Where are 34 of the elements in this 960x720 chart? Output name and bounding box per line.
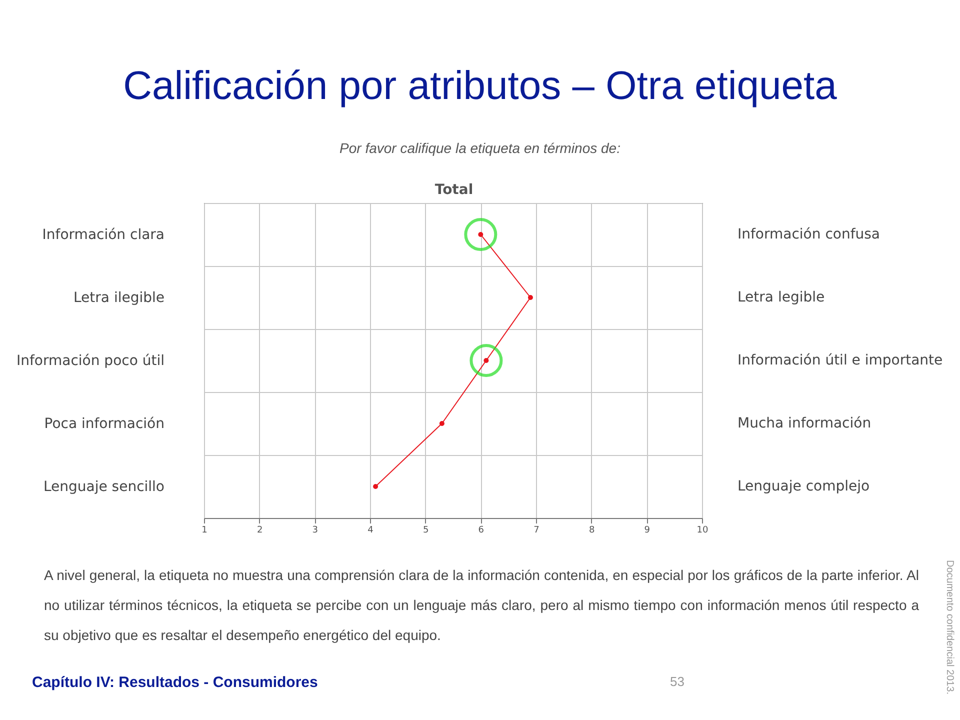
point bbox=[528, 295, 533, 300]
y2-tick-label: Información útil e importante bbox=[738, 352, 943, 368]
text: Capítulo IV: Resultados - Consumidores bbox=[32, 674, 318, 691]
x-tick-label: 4 bbox=[368, 526, 374, 536]
point bbox=[484, 358, 489, 363]
text: Documento confidencial 2013. bbox=[944, 560, 955, 695]
x-tick-label: 6 bbox=[478, 526, 484, 536]
x-tick-label: 8 bbox=[588, 526, 595, 536]
y-tick-label: Poca información bbox=[44, 416, 164, 432]
y2-tick-label: Información confusa bbox=[738, 226, 880, 242]
x-tick-label: 5 bbox=[422, 526, 429, 536]
point bbox=[439, 421, 444, 426]
x-tick-label: 2 bbox=[256, 526, 263, 536]
point bbox=[373, 484, 378, 489]
x-tick-label: 7 bbox=[534, 526, 540, 536]
x-tick-label: 3 bbox=[312, 526, 318, 536]
y-tick-label: Lenguaje sencillo bbox=[43, 479, 164, 495]
text: A nivel general, la etiqueta no muestra una comprensión clara de la información contenida, en especial por los gráficos de la parte inferior. Al no utilizar términos técnicos, la etiqueta se percibe con un lenguaje más claro, pero al mismo tiempo con información menos útil respecto a su objetivo que es resaltar el desempeño energético del equipo. bbox=[44, 566, 919, 645]
x-tick-label: 10 bbox=[696, 526, 708, 536]
point bbox=[464, 218, 498, 251]
chart-subtitle: Por favor califique la etiqueta en términos de: bbox=[338, 140, 622, 156]
text: 53 bbox=[670, 674, 684, 689]
x-tick-label: 1 bbox=[202, 526, 208, 536]
y2-tick-label: Letra legible bbox=[738, 290, 825, 306]
x-tick-label: 9 bbox=[644, 526, 650, 536]
point bbox=[470, 344, 503, 377]
y-tick-label: Información poco útil bbox=[16, 353, 164, 369]
point bbox=[478, 232, 484, 237]
y2-tick-label: Lenguaje complejo bbox=[738, 478, 870, 494]
chart-title: Calificación por atributos – Otra etiqueta bbox=[122, 64, 838, 109]
y-tick-label: Letra ilegible bbox=[74, 290, 164, 306]
y-tick-label: Información clara bbox=[42, 227, 164, 243]
y2-tick-label: Mucha información bbox=[738, 416, 872, 432]
text: Total bbox=[434, 182, 474, 198]
